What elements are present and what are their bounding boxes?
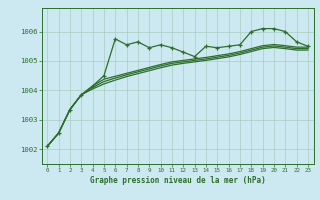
X-axis label: Graphe pression niveau de la mer (hPa): Graphe pression niveau de la mer (hPa) <box>90 176 266 185</box>
